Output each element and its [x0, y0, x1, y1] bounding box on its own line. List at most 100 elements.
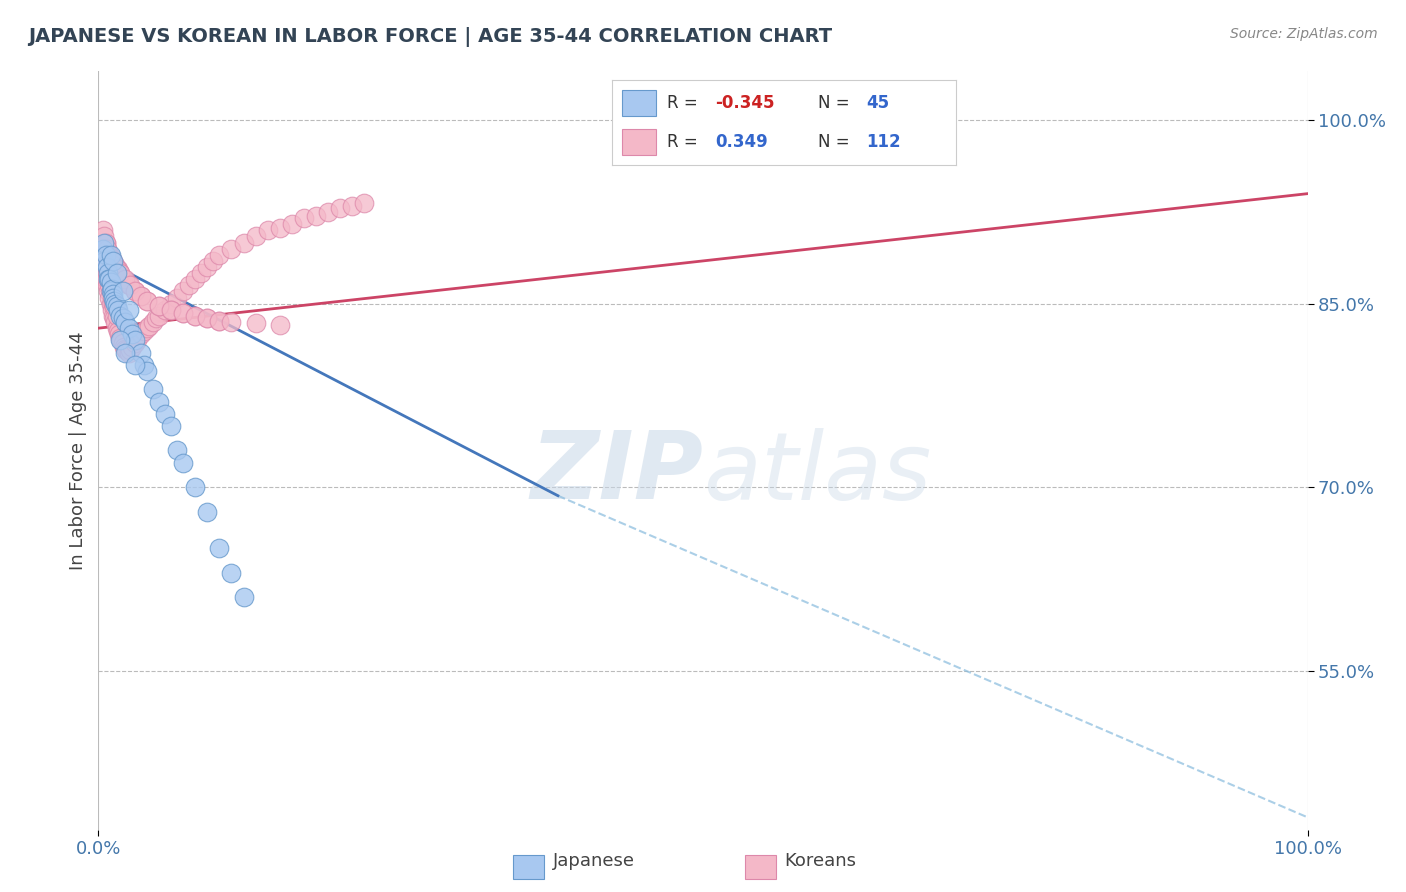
Point — [305, 209, 328, 223]
Point — [94, 272, 117, 286]
Point — [134, 358, 156, 372]
Point — [101, 287, 124, 301]
Point — [108, 266, 131, 280]
Point — [114, 315, 136, 329]
Point — [97, 272, 120, 286]
Point — [195, 311, 218, 326]
Text: 112: 112 — [866, 133, 901, 151]
Point — [129, 289, 152, 303]
Text: atlas: atlas — [703, 427, 931, 519]
Point — [97, 266, 120, 280]
Point — [101, 258, 124, 272]
Point — [121, 339, 143, 353]
Point — [100, 248, 122, 262]
Point — [256, 223, 278, 237]
Point — [184, 309, 207, 323]
Point — [172, 306, 194, 320]
Point — [105, 266, 128, 280]
Point — [94, 260, 117, 274]
Y-axis label: In Labor Force | Age 35-44: In Labor Force | Age 35-44 — [69, 331, 87, 570]
Point — [195, 311, 218, 326]
Point — [96, 242, 118, 256]
Point — [98, 278, 121, 293]
Point — [118, 278, 141, 293]
Point — [91, 242, 114, 256]
Point — [105, 309, 128, 323]
Point — [232, 235, 254, 250]
Point — [329, 202, 352, 216]
Point — [108, 334, 131, 348]
Point — [232, 591, 254, 605]
Point — [245, 316, 267, 330]
Point — [221, 315, 243, 329]
Point — [118, 343, 141, 358]
Point — [98, 291, 121, 305]
Point — [93, 229, 115, 244]
Point — [208, 314, 231, 328]
Point — [124, 335, 146, 350]
Point — [148, 394, 170, 409]
Point — [135, 364, 157, 378]
Point — [292, 211, 315, 226]
Point — [148, 299, 170, 313]
Point — [100, 291, 122, 305]
Point — [91, 260, 114, 274]
Text: ZIP: ZIP — [530, 427, 703, 519]
Point — [127, 334, 149, 348]
Point — [153, 407, 176, 421]
Point — [124, 285, 146, 299]
Point — [129, 289, 152, 303]
Point — [98, 250, 121, 264]
Text: 0.349: 0.349 — [716, 133, 768, 151]
Point — [104, 315, 127, 329]
Point — [114, 345, 136, 359]
Point — [100, 285, 122, 299]
Point — [166, 291, 188, 305]
Point — [195, 505, 218, 519]
Point — [114, 275, 136, 289]
Point — [103, 294, 125, 309]
Point — [98, 272, 121, 286]
Point — [100, 302, 122, 317]
Point — [118, 278, 141, 293]
Point — [208, 248, 231, 262]
Point — [124, 334, 146, 348]
Point — [101, 296, 124, 310]
Point — [96, 260, 118, 274]
Point — [100, 275, 122, 289]
Text: R =: R = — [666, 133, 703, 151]
Point — [93, 266, 115, 280]
Point — [104, 258, 127, 272]
Point — [107, 262, 129, 277]
Point — [114, 272, 136, 286]
Point — [245, 229, 267, 244]
Text: -0.345: -0.345 — [716, 95, 775, 112]
Point — [93, 253, 115, 268]
Point — [148, 309, 170, 323]
Point — [160, 302, 183, 317]
Point — [208, 541, 231, 556]
Point — [160, 302, 183, 317]
Point — [195, 260, 218, 274]
Point — [100, 285, 122, 299]
Point — [118, 321, 141, 335]
Point — [145, 311, 167, 326]
Point — [172, 285, 194, 299]
Point — [135, 321, 157, 335]
Point — [184, 480, 207, 494]
Point — [97, 272, 120, 286]
Point — [342, 199, 364, 213]
Point — [101, 309, 124, 323]
Point — [93, 235, 115, 250]
Point — [96, 266, 118, 280]
Point — [190, 266, 212, 280]
Point — [160, 419, 183, 434]
Text: R =: R = — [666, 95, 703, 112]
Point — [108, 266, 131, 280]
Point — [269, 220, 291, 235]
Point — [110, 334, 132, 348]
Point — [135, 294, 157, 309]
Point — [108, 327, 131, 342]
Point — [179, 278, 201, 293]
Point — [111, 272, 134, 286]
